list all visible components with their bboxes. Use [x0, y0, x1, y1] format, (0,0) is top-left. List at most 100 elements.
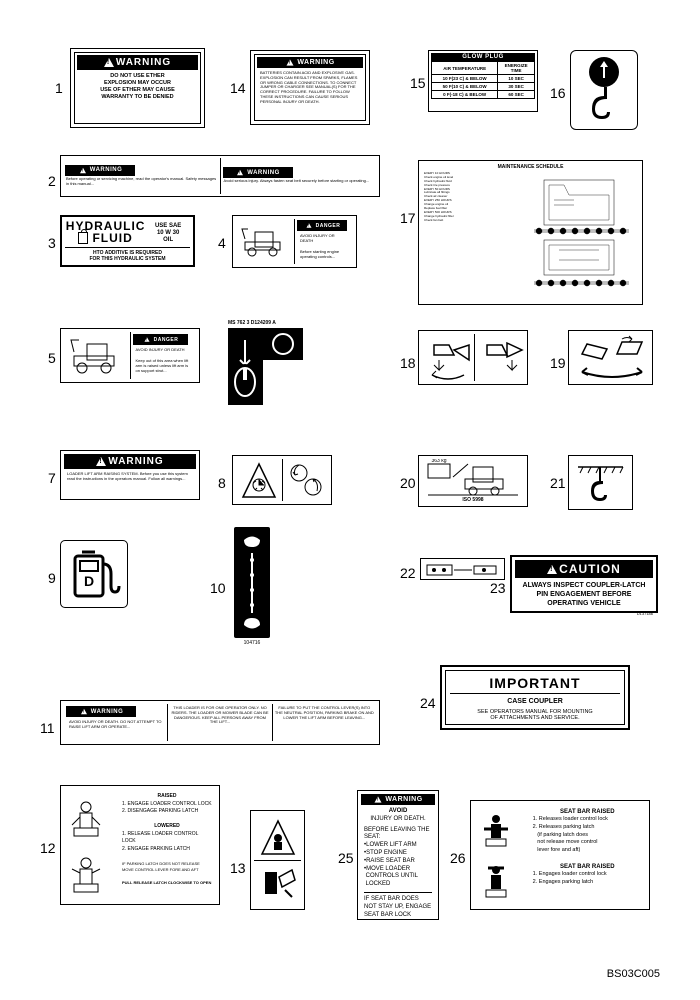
- decal-2: WARNING Before operating or servicing ma…: [60, 155, 380, 197]
- line: 2. Engages parking latch: [533, 879, 642, 887]
- warning-header: WARNING: [77, 55, 198, 70]
- maint-text: EVERY 10 HOURSCheck engine oil levelChec…: [422, 170, 524, 293]
- warning-text: WARNING: [297, 59, 334, 66]
- decal-14: WARNING BATTERIES CONTAIN ACID AND EXPLO…: [250, 50, 370, 125]
- decal-1: WARNING DO NOT USE ETHER EXPLOSION MAY O…: [70, 48, 205, 128]
- line: OIL: [146, 237, 190, 244]
- bucket-tilt-icon: [424, 335, 472, 380]
- operator-raised-icon: [64, 795, 109, 840]
- decal-26: SEAT BAR RAISED 1. Releases loader contr…: [470, 800, 650, 910]
- warning-text: WARNING: [108, 456, 163, 467]
- line: WARRANTY TO BE DENIED: [80, 94, 195, 101]
- glow-plug-table: AIR TEMPERATUREENERGIZE TIME 10 F(23 C) …: [431, 61, 535, 99]
- num-14: 14: [230, 80, 246, 96]
- num-18: 18: [400, 355, 416, 371]
- line: 2. Releases parking latch (if parking la…: [533, 824, 642, 855]
- load-capacity-icon: 363 kg: [423, 459, 523, 497]
- decal-9: D: [60, 540, 128, 608]
- decal-8: [232, 455, 332, 505]
- decal-21: [568, 455, 633, 510]
- decal-22: [420, 558, 505, 580]
- part-code: MS 762 3 D124209 A: [228, 320, 276, 326]
- line: •MOVE LOADER CONTROLS UNTIL LOCKED: [364, 866, 432, 889]
- skid-steer-icon: [69, 336, 124, 376]
- line: 1. RELEASE LOADER CONTROL LOCK: [122, 831, 212, 846]
- caution-text: CAUTION: [559, 562, 621, 576]
- decal-15: GLOW PLUG AIR TEMPERATUREENERGIZE TIME 1…: [428, 50, 538, 112]
- oil-spec: USE SAE 10 W 30 OIL: [146, 220, 190, 245]
- num-2: 2: [48, 173, 56, 189]
- cell: 10 F(23 C) & BELOW: [432, 75, 498, 83]
- num-24: 24: [420, 695, 436, 711]
- danger-header: DANGER: [133, 334, 188, 345]
- decal-12: RAISED 1. ENGAGE LOADER CONTROL LOCK 2. …: [60, 785, 220, 905]
- warning-text: WARNING: [385, 796, 422, 803]
- decal-body: ALWAYS INSPECT COUPLER-LATCH PIN ENGAGEM…: [515, 578, 653, 611]
- line: IF SEAT BAR DOES NOT STAY UP, ENGAGE SEA…: [364, 892, 432, 919]
- rotating-parts-icon: [285, 459, 327, 501]
- danger-text: DANGER: [154, 337, 179, 343]
- decal-body: AVOID INJURY OR DEATH: [133, 345, 195, 356]
- caution-header: CAUTION: [515, 560, 653, 578]
- drawing-code: BS03C005: [607, 968, 660, 980]
- decal-24: IMPORTANT CASE COUPLER SEE OPERATORS MAN…: [440, 665, 630, 730]
- line: DO NOT USE ETHER: [80, 73, 195, 80]
- line: •RAISE SEAT BAR: [364, 858, 432, 866]
- cell: AIR TEMPERATURE: [432, 62, 498, 75]
- line: •STOP ENGINE: [364, 850, 432, 858]
- num-26: 26: [450, 850, 466, 866]
- fuel-icon: D: [67, 544, 122, 602]
- heading: RAISED: [122, 793, 212, 801]
- decal-body: Keep out of this area when lift arm is r…: [133, 356, 195, 376]
- decal-6: MS 762 3 D124209 A: [228, 320, 303, 405]
- line: CASE COUPLER: [450, 694, 620, 709]
- cell: 10 SEC: [498, 75, 535, 83]
- lift-arm-icon: [572, 334, 650, 381]
- skid-steer-icon: [240, 224, 290, 259]
- line: 1. Releases loader control lock: [533, 816, 642, 824]
- warning-text: WARNING: [116, 57, 171, 68]
- num-17: 17: [400, 210, 416, 226]
- line: 1. Engages loader control lock: [533, 871, 642, 879]
- num-15: 15: [410, 75, 426, 91]
- glow-plug-title: GLOW PLUG: [431, 53, 535, 61]
- decal-20: 363 kg ISO 5998: [418, 455, 528, 507]
- warning-text: WARNING: [91, 709, 124, 715]
- cell: 0 F(-18 C) & BELOW: [432, 91, 498, 99]
- warning-text: WARNING: [247, 170, 280, 176]
- decal-3: HYDRAULIC FLUID USE SAE 10 W 30 OIL HTO …: [60, 215, 195, 267]
- coupler-icon: [424, 562, 502, 576]
- heading: LOWERED: [122, 823, 212, 831]
- hydraulic-title: HYDRAULIC FLUID: [65, 220, 146, 245]
- num-23: 23: [490, 580, 506, 596]
- decal-body: Avoid serious injury. Always fasten seat…: [223, 178, 376, 185]
- line: 10 W 30: [146, 230, 190, 237]
- line: FLUID: [92, 232, 132, 244]
- warning-header: WARNING: [65, 165, 135, 176]
- decal-body: DO NOT USE ETHER EXPLOSION MAY OCCUR USE…: [77, 70, 198, 105]
- iso-code: ISO 5998: [462, 497, 483, 503]
- decal-body: AVOID INJURY OR DEATH: [297, 231, 351, 247]
- warning-header: WARNING: [223, 167, 293, 178]
- decal-body: SEAT BAR RAISED 1. Releases loader contr…: [529, 804, 646, 906]
- decal-13: [250, 810, 305, 910]
- num-21: 21: [550, 475, 566, 491]
- num-22: 22: [400, 565, 416, 581]
- cell: 30 SEC: [498, 83, 535, 91]
- line: AVOID: [364, 808, 432, 816]
- line: INJURY OR DEATH.: [364, 816, 432, 824]
- pinch-point-icon: [257, 862, 299, 904]
- warning-text: WARNING: [90, 167, 123, 173]
- decal-body: Before operating or servicing machine, r…: [65, 176, 218, 188]
- danger-text: DANGER: [316, 223, 341, 229]
- seat-bar-raised-icon: [474, 860, 519, 902]
- cell: 50 F(10 C) & BELOW: [432, 83, 498, 91]
- decal-4: DANGER AVOID INJURY OR DEATH Before star…: [232, 215, 357, 268]
- num-3: 3: [48, 235, 56, 251]
- warning-header: WARNING: [361, 794, 435, 805]
- tie-down-icon: [573, 459, 628, 506]
- decal-16: [570, 50, 638, 130]
- danger-header: DANGER: [297, 220, 347, 231]
- maint-diagram: [524, 170, 639, 293]
- num-9: 9: [48, 570, 56, 586]
